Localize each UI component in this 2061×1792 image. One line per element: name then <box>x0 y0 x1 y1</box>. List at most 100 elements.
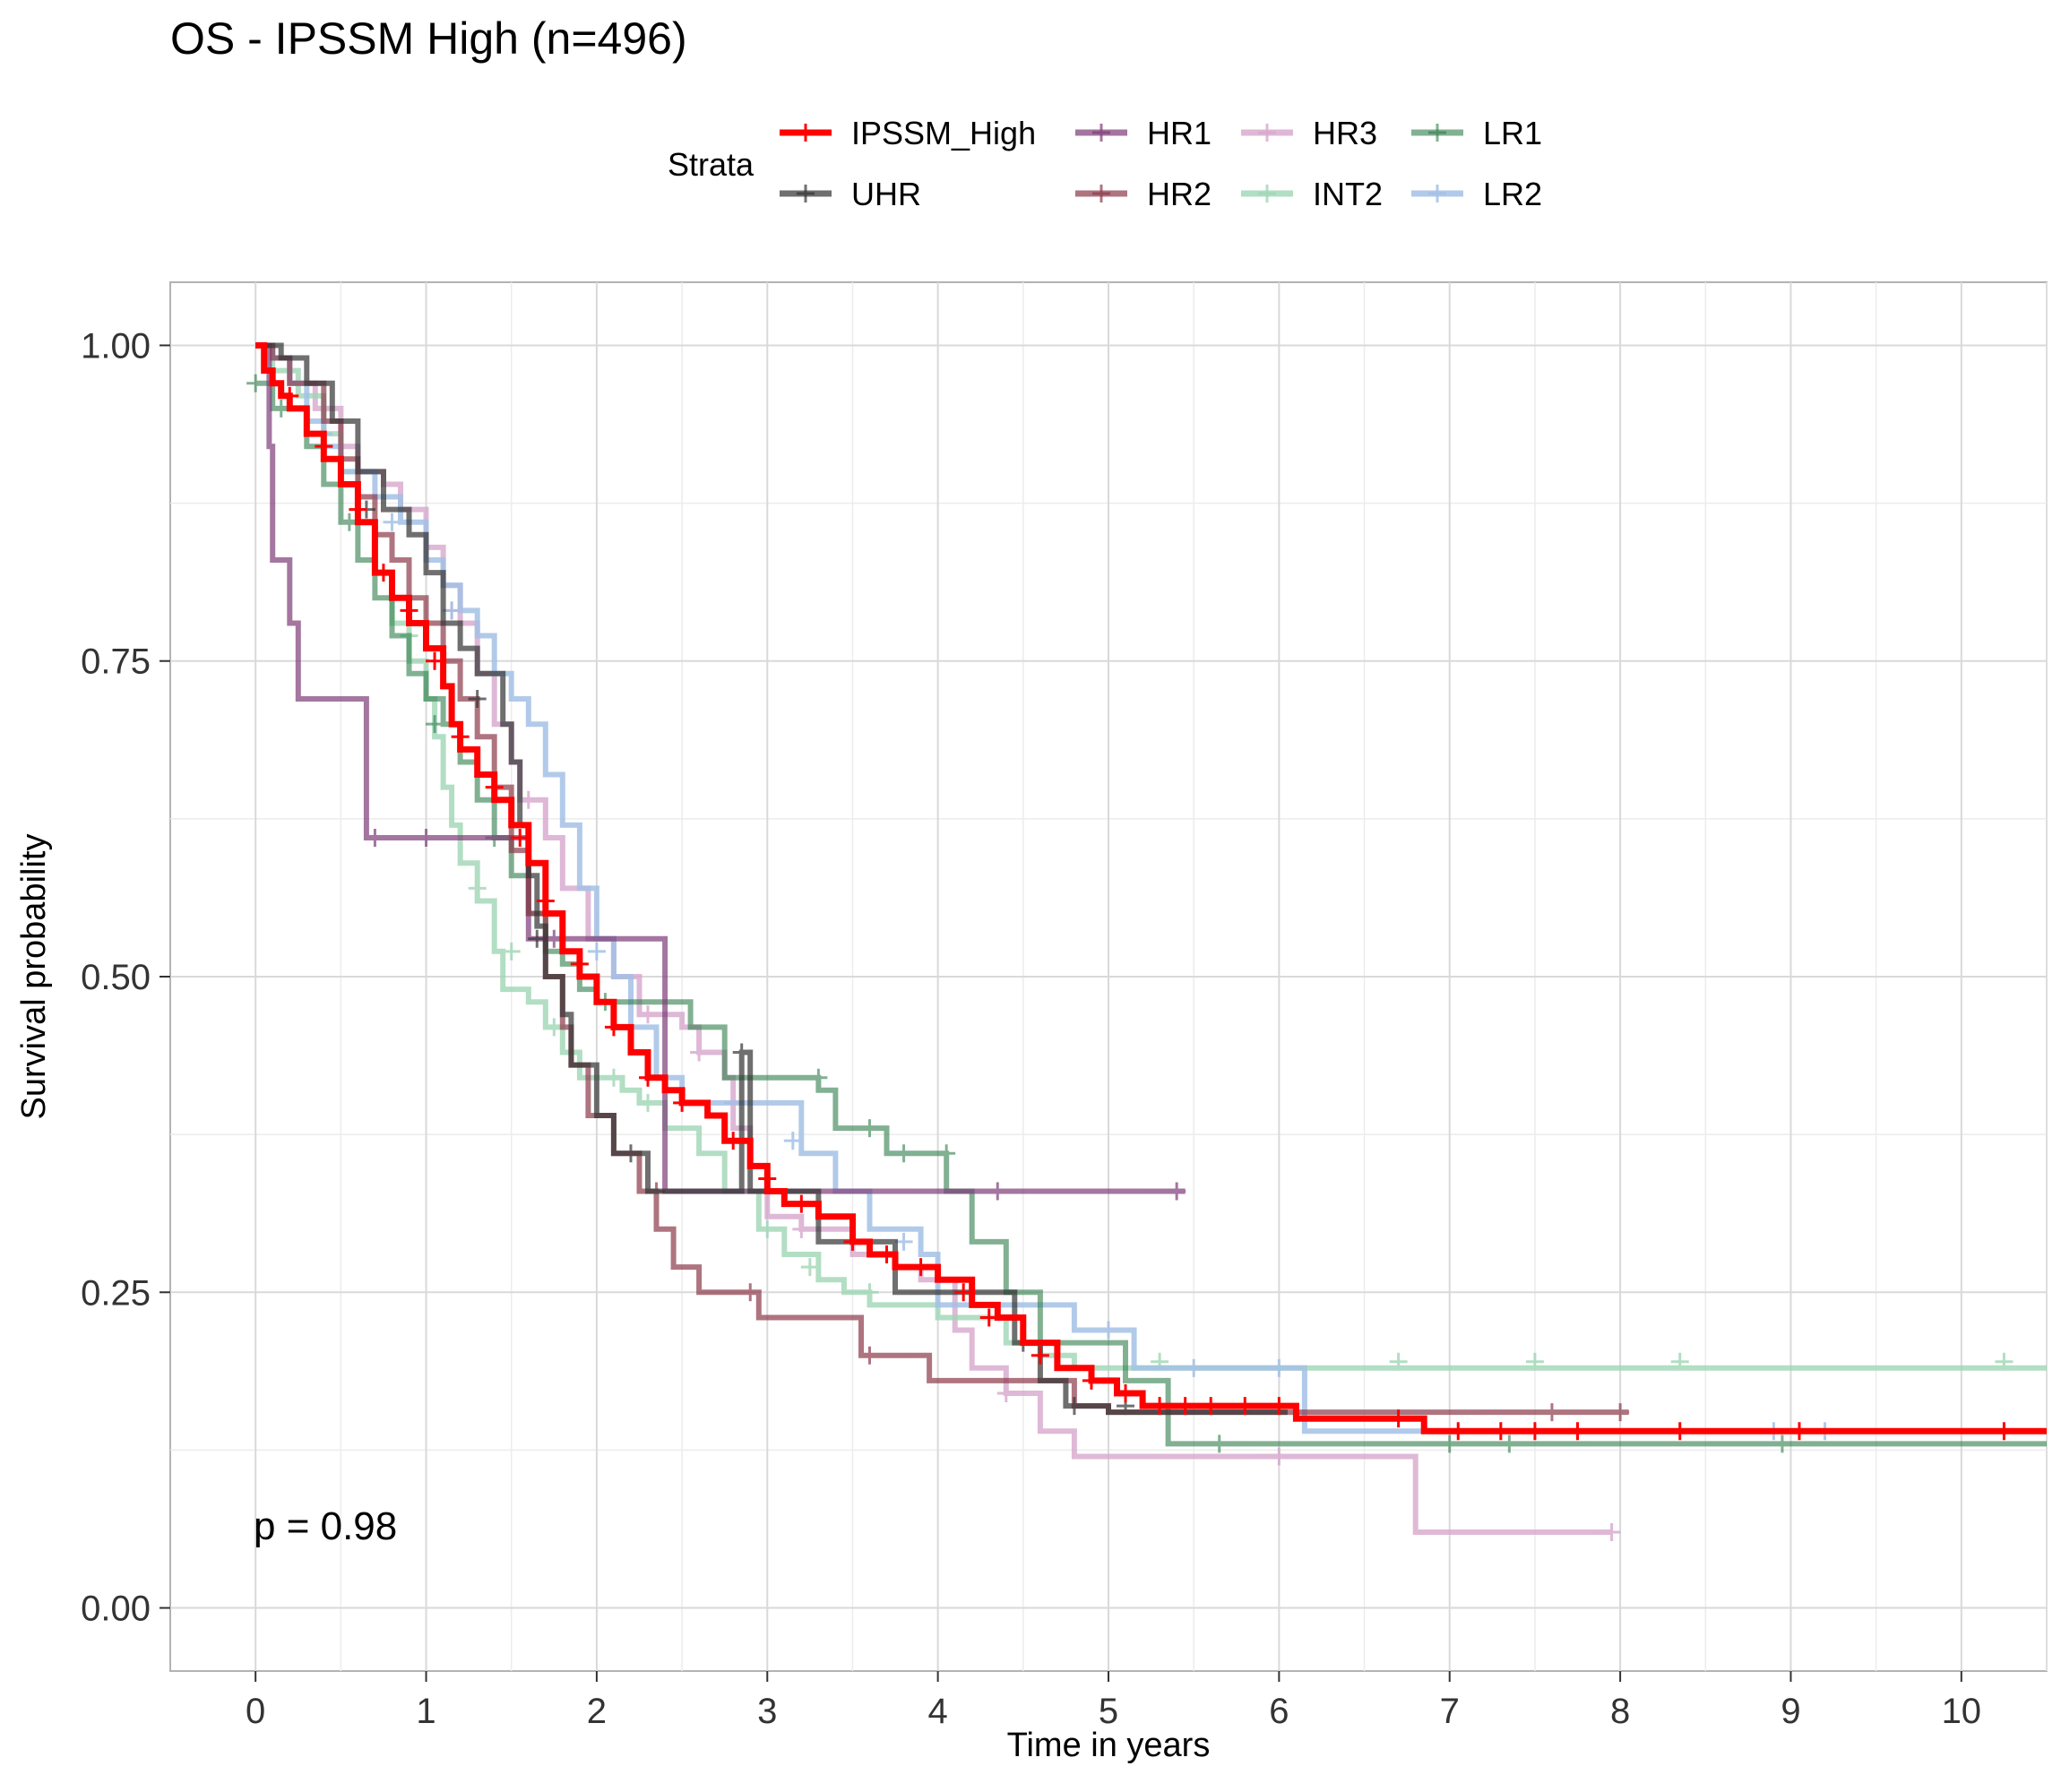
censor-mark <box>570 954 589 973</box>
censor-mark <box>758 1219 777 1238</box>
legend-label: HR1 <box>1147 115 1212 151</box>
censor-mark <box>1030 1346 1049 1365</box>
censor-mark <box>417 829 435 847</box>
censor-mark <box>502 942 521 961</box>
legend-label: LR2 <box>1483 176 1542 212</box>
censor-mark <box>639 1068 658 1087</box>
censor-mark <box>741 1283 760 1302</box>
series-uhr <box>255 342 1288 1416</box>
legend-censor-mark <box>1092 124 1110 142</box>
legend-censor-mark <box>797 185 815 202</box>
survival-curves <box>246 342 2047 1541</box>
legend-censor-mark <box>1258 124 1276 142</box>
censor-mark <box>792 1219 811 1238</box>
censor-mark <box>1602 1523 1621 1541</box>
censor-mark <box>843 1232 862 1251</box>
legend-item-ipssm-high: IPSSM_High <box>780 115 1036 151</box>
censor-mark <box>690 1043 709 1062</box>
censor-mark <box>426 715 444 734</box>
censor-mark <box>621 1144 640 1163</box>
censor-mark <box>639 1005 658 1024</box>
censor-mark <box>783 1132 802 1150</box>
x-tick-label: 9 <box>1781 1692 1800 1731</box>
censor-mark <box>1568 1422 1587 1441</box>
legend-censor-mark <box>1428 185 1446 202</box>
y-axis-title: Survival probability <box>15 834 53 1120</box>
censor-mark <box>732 1043 751 1062</box>
censor-mark <box>468 690 487 708</box>
legend-label: HR3 <box>1313 115 1377 151</box>
censor-mark <box>1117 1384 1135 1402</box>
censor-mark <box>1525 1352 1544 1371</box>
censor-mark <box>587 942 606 961</box>
censor-mark <box>1082 1371 1100 1390</box>
censor-mark <box>809 1068 828 1087</box>
legend-item-hr2: HR2 <box>1075 176 1212 212</box>
censor-mark <box>511 829 530 847</box>
censor-mark <box>1542 1403 1561 1422</box>
legend: IPSSM_High UHR HR1 HR2 HR3 INT2 LR1 LR2 <box>780 115 1542 212</box>
censor-mark <box>860 1283 879 1302</box>
legend-label: IPSSM_High <box>851 115 1036 151</box>
censor-mark <box>1491 1422 1510 1441</box>
censor-mark <box>1440 1434 1459 1453</box>
censor-mark <box>894 1144 913 1163</box>
censor-mark <box>1500 1434 1519 1453</box>
censor-mark <box>349 500 367 519</box>
censor-mark <box>468 879 487 898</box>
censor-mark <box>1185 1358 1203 1377</box>
x-tick-label: 10 <box>1942 1692 1982 1731</box>
censor-mark <box>366 829 384 847</box>
censor-mark <box>1670 1352 1689 1371</box>
censor-mark <box>639 1093 658 1112</box>
censor-mark <box>724 1132 743 1150</box>
censor-mark <box>860 1346 879 1365</box>
series-hr1 <box>255 342 1186 1201</box>
survival-curve <box>255 342 1288 1416</box>
censor-mark <box>758 1169 777 1188</box>
x-tick-label: 7 <box>1440 1692 1460 1731</box>
censor-mark <box>604 1018 623 1037</box>
censor-mark <box>877 1245 896 1263</box>
x-tick-label: 5 <box>1099 1692 1118 1731</box>
censor-mark <box>604 1068 623 1087</box>
x-tick-label: 1 <box>416 1692 435 1731</box>
series-ipssm-high <box>255 342 2047 1441</box>
legend-censor-mark <box>1258 185 1276 202</box>
legend-label: UHR <box>851 176 921 212</box>
censor-mark <box>374 564 392 582</box>
legend-title: Strata <box>668 146 755 183</box>
censor-mark <box>451 728 470 746</box>
censor-mark <box>1270 1397 1289 1416</box>
censor-mark <box>485 778 504 797</box>
censor-mark <box>1670 1422 1689 1441</box>
legend-item-hr1: HR1 <box>1075 115 1212 151</box>
legend-censor-mark <box>797 124 815 142</box>
censor-mark <box>954 1283 973 1302</box>
legend-item-hr3: HR3 <box>1241 115 1377 151</box>
y-tick-label: 1.00 <box>81 326 151 366</box>
censor-mark <box>860 1119 879 1138</box>
censor-mark <box>1099 1321 1117 1340</box>
legend-label: INT2 <box>1313 176 1383 212</box>
p-value-annotation: p = 0.98 <box>254 1504 397 1548</box>
x-tick-label: 3 <box>757 1692 777 1731</box>
censor-mark <box>528 929 547 948</box>
y-tick-label: 0.50 <box>81 958 151 997</box>
censor-mark <box>1389 1409 1408 1428</box>
censor-mark <box>1995 1422 2014 1441</box>
censor-mark <box>426 651 444 670</box>
x-tick-label: 6 <box>1269 1692 1289 1731</box>
censor-mark <box>315 437 333 456</box>
censor-mark <box>400 601 418 620</box>
y-tick-label: 0.75 <box>81 642 151 682</box>
y-tick-label: 0.00 <box>81 1590 151 1629</box>
censor-mark <box>536 892 555 910</box>
censor-mark <box>1176 1397 1194 1416</box>
legend-censor-mark <box>1428 124 1446 142</box>
censor-mark <box>1611 1403 1630 1422</box>
y-tick-label: 0.25 <box>81 1273 151 1313</box>
censor-mark <box>988 1182 1007 1201</box>
